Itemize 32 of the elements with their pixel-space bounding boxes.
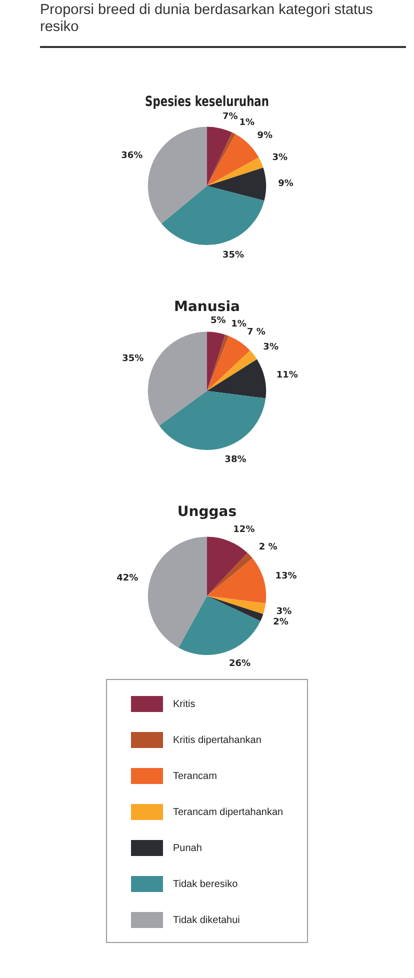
data-label: 2% [273, 617, 288, 628]
data-label: 35% [222, 250, 244, 261]
data-label: 9% [257, 130, 273, 141]
legend-label: Terancam dipertahankan [173, 806, 284, 818]
chart-title: Proporsi breed di dunia berdasarkan kategori status resiko [39, 1, 374, 36]
data-label: 35% [122, 354, 144, 364]
legend-label: Tidak diketahui [173, 914, 240, 926]
data-label: 9% [278, 179, 294, 190]
data-label: 3% [276, 606, 292, 617]
data-label: 13% [275, 571, 297, 582]
data-label: 5% [210, 316, 226, 326]
data-label: 1% [239, 118, 255, 128]
data-label: 7 % [246, 327, 266, 338]
chart-title: Unggas [177, 504, 237, 520]
data-label: 36% [121, 150, 143, 161]
legend-label: Punah [173, 842, 202, 854]
data-label: 38% [224, 455, 246, 466]
data-label: 26% [228, 658, 251, 669]
legend-label: Terancam [173, 770, 217, 782]
data-label: 42% [116, 574, 138, 584]
legend-label: Tidak beresiko [173, 878, 238, 890]
data-label: 1% [231, 319, 246, 330]
legend-label: Kritis [173, 698, 196, 710]
data-label: 11% [276, 370, 298, 381]
data-label: 12% [233, 525, 255, 536]
legend-label: Kritis dipertahankan [173, 734, 262, 746]
data-label: 7% [222, 112, 238, 122]
chart-subtitle: Spesies keseluruhan [145, 92, 269, 110]
data-label: 3% [263, 342, 278, 353]
chart-title: Manusia [174, 299, 240, 316]
data-label: 3% [272, 153, 288, 164]
data-label: 2 % [258, 542, 278, 553]
